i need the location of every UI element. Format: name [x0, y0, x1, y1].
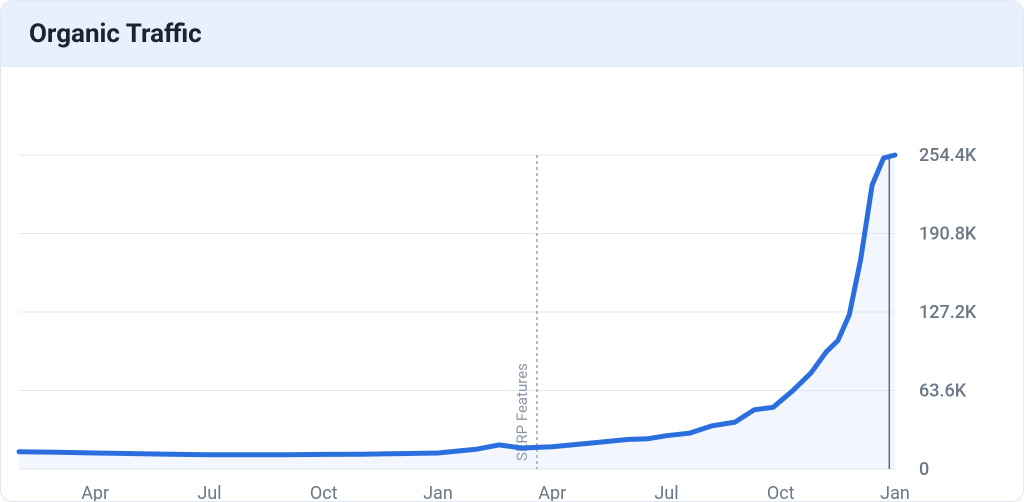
traffic-line — [19, 155, 895, 455]
x-axis-month: Jan — [880, 483, 910, 502]
y-axis-label: 254.4K — [919, 145, 977, 166]
chart-title: Organic Traffic — [29, 19, 995, 49]
x-axis-month: Apr — [81, 483, 109, 502]
y-axis-label: 0 — [919, 459, 929, 480]
y-axis-label: 127.2K — [919, 302, 977, 323]
chart-svg: 063.6K127.2K190.8K254.4KSERP FeaturesApr… — [1, 67, 1024, 502]
x-axis-month: Oct — [310, 483, 338, 502]
y-axis-label: 190.8K — [919, 224, 977, 245]
y-axis-label: 63.6K — [919, 381, 967, 402]
x-axis-month: Jul — [654, 483, 678, 502]
chart-header: Organic Traffic — [1, 1, 1023, 67]
x-axis-month: Jan — [423, 483, 453, 502]
x-axis-month: Jul — [197, 483, 221, 502]
chart-body: 063.6K127.2K190.8K254.4KSERP FeaturesApr… — [1, 67, 1023, 501]
chart-card: Organic Traffic 0 63.6K 127.2K 190.8K 254.4K… — [0, 0, 1024, 502]
x-axis-month: Oct — [767, 483, 795, 502]
x-axis-month: Apr — [538, 483, 566, 502]
